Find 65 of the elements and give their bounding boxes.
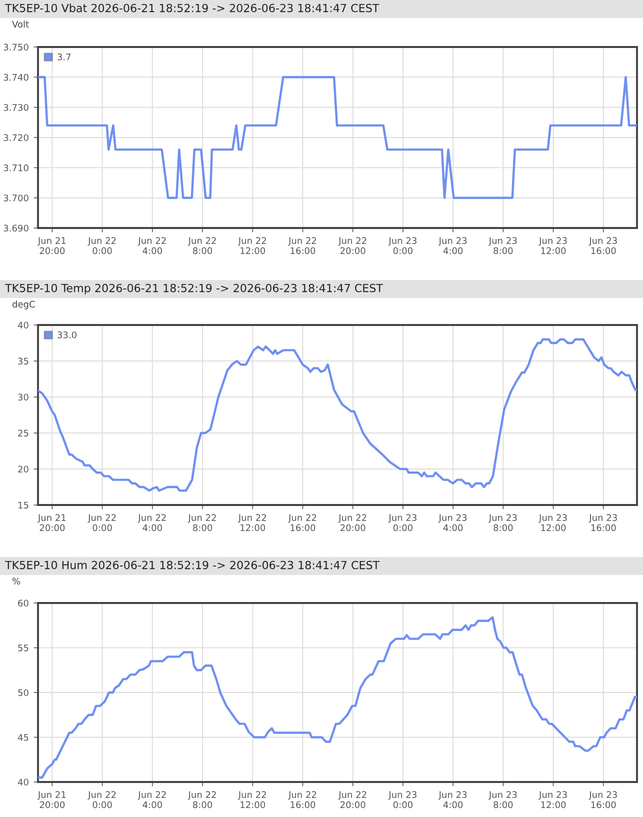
line-series [38,76,637,199]
x-tick-label: Jun 22 4:00 [138,791,166,808]
x-tick-label: Jun 23 16:00 [588,514,617,532]
y-tick-label: 3.710 [4,164,28,172]
y-tick-label: 3.700 [4,194,28,202]
x-tick-label: Jun 23 12:00 [538,514,567,532]
y-tick-label: 35 [18,358,28,365]
legend-label: 3.7 [58,53,71,60]
line-series [38,616,637,779]
line-series [38,338,637,492]
y-tick-label: 3.740 [4,74,28,81]
x-tick-label: Jun 23 4:00 [438,237,467,254]
x-tick-label: Jun 22 12:00 [238,514,266,532]
x-tick-label: Jun 23 16:00 [588,791,617,808]
x-tick-label: Jun 21 20:00 [38,514,66,532]
x-tick-label: Jun 22 0:00 [88,514,116,532]
x-tick-label: Jun 22 8:00 [188,514,216,532]
y-tick-label: 20 [18,466,28,473]
x-tick-label: Jun 21 20:00 [38,791,66,808]
x-tick-label: Jun 22 16:00 [288,791,316,808]
y-tick-label: 40 [18,322,28,329]
x-tick-label: Jun 22 0:00 [88,791,116,808]
chart-title: TK5EP-10 Temp 2026-06-21 18:52:19 -> 2026-06-23 18:41:47 CEST [4,284,384,294]
x-tick-label: Jun 23 8:00 [488,791,517,808]
y-tick-label: 55 [18,644,28,652]
y-tick-label: 3.730 [4,104,28,111]
y-tick-label: 3.690 [4,224,28,232]
x-tick-label: Jun 22 0:00 [88,237,116,254]
y-tick-label: 50 [18,689,28,696]
x-tick-label: Jun 23 0:00 [388,237,416,254]
y-tick-label: 60 [18,600,28,607]
x-tick-label: Jun 23 12:00 [538,791,567,808]
y-axis-title: degC [12,300,35,310]
chart-title: TK5EP-10 Vbat 2026-06-21 18:52:19 -> 2026-06-23 18:41:47 CEST [4,4,380,12]
x-tick-label: Jun 22 16:00 [288,514,316,532]
x-tick-label: Jun 22 16:00 [288,237,316,254]
chart-title: TK5EP-10 Hum 2026-06-21 18:52:19 -> 2026-06-23 18:41:47 CEST [4,560,380,570]
x-tick-label: Jun 22 12:00 [238,237,266,254]
y-axis-title: % [12,578,20,585]
x-tick-label: Jun 23 4:00 [438,514,467,532]
x-tick-label: Jun 22 8:00 [188,237,216,254]
x-tick-label: Jun 23 12:00 [538,237,567,254]
x-tick-label: Jun 22 20:00 [338,514,366,532]
x-tick-label: Jun 23 0:00 [388,791,416,808]
x-tick-label: Jun 22 20:00 [338,791,366,808]
x-tick-label: Jun 22 4:00 [138,237,166,254]
y-tick-label: 25 [18,430,28,437]
y-tick-label: 30 [18,394,28,401]
x-tick-label: Jun 22 8:00 [188,791,216,808]
legend-label: 33.0 [58,331,76,338]
x-tick-label: Jun 23 8:00 [488,514,517,532]
y-tick-label: 3.720 [4,134,28,142]
y-tick-label: 45 [18,734,28,741]
x-tick-label: Jun 22 12:00 [238,791,266,808]
x-tick-label: Jun 22 4:00 [138,514,166,532]
x-tick-label: Jun 23 4:00 [438,791,467,808]
x-tick-label: Jun 23 0:00 [388,514,416,532]
x-tick-label: Jun 23 16:00 [588,237,617,254]
y-axis-title: Volt [12,20,29,28]
x-tick-label: Jun 21 20:00 [38,237,66,254]
y-tick-label: 3.750 [4,44,28,51]
y-tick-label: 40 [18,778,28,786]
x-tick-label: Jun 22 20:00 [338,237,366,254]
y-tick-label: 15 [18,502,28,509]
x-tick-label: Jun 23 8:00 [488,237,517,254]
